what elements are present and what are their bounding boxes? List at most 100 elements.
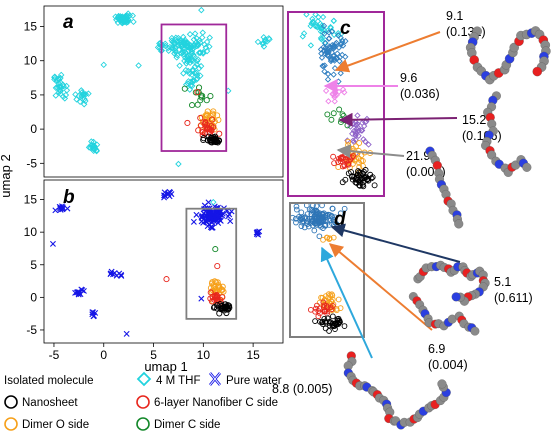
point-dimer-o-side <box>219 283 226 290</box>
molecule-atom <box>522 162 532 172</box>
point-nanosheet <box>222 304 229 311</box>
point-4-m-thf <box>203 38 211 46</box>
legend-marker-dimer-c <box>136 417 150 431</box>
point-4-m-thf-cluster-1 <box>317 34 325 42</box>
point-6-layer-nanofiber-c-side <box>202 118 209 125</box>
point-pure-water <box>337 210 344 217</box>
point-4-m-thf <box>191 41 198 48</box>
molecule-atom <box>451 292 461 302</box>
point-4-m-thf <box>161 40 169 48</box>
point-4-m-thf <box>184 67 192 75</box>
point-pure-water <box>325 211 332 218</box>
point-4-m-thf-cluster-2 <box>328 56 335 63</box>
point-pure-water <box>226 211 233 218</box>
point-4-m-thf-cluster-1 <box>318 36 325 43</box>
point-4-m-thf <box>199 34 206 41</box>
panel-c-label: c <box>340 18 351 39</box>
point-pure-water <box>59 204 66 211</box>
point-4-m-thf-cluster-2 <box>322 39 329 47</box>
point-4-m-thf <box>129 12 136 19</box>
point-4-m-thf-cluster-1 <box>319 34 327 42</box>
point-nanosheet <box>317 318 323 325</box>
point-4-m-thf-cluster-1 <box>319 13 327 21</box>
annotation-sub: (0.036) <box>400 87 440 101</box>
point-6-layer-nanofiber-c-side <box>330 153 337 160</box>
point-6-layer-nanofiber-c-side <box>341 161 348 168</box>
panel-a-zoom-box <box>160 23 228 152</box>
annotation-arrows <box>320 31 461 359</box>
point-4-m-thf-cluster-3 <box>331 98 338 105</box>
point-4-m-thf <box>168 34 176 42</box>
point-4-m-thf <box>123 17 131 24</box>
point-pure-water <box>314 209 321 215</box>
panel-b-y-ticks: -5 0 5 10 15 <box>24 193 44 337</box>
point-4-m-thf <box>90 147 97 155</box>
point-dimer-o-side <box>325 291 332 298</box>
point-4-m-thf-cluster-2 <box>337 41 345 48</box>
point-4-m-thf-cluster-2 <box>325 35 332 42</box>
point-4-m-thf <box>197 39 204 46</box>
point-4-m-thf-cluster-2 <box>318 50 325 57</box>
point-pure-water <box>64 205 71 212</box>
point-4-m-thf-cluster-2 <box>339 51 346 59</box>
point-4-m-thf <box>87 144 94 152</box>
point-pure-water <box>80 287 87 294</box>
x-tick-label: -5 <box>49 348 60 362</box>
point-pure-water <box>111 270 118 276</box>
point-4-m-thf <box>197 49 204 57</box>
panel-b-zoom-box <box>185 207 238 320</box>
point-pure-water <box>312 214 319 220</box>
point-pure-water <box>293 206 300 213</box>
point-4-m-thf-cluster-1 <box>330 17 337 24</box>
point-dimer-c-side <box>324 111 331 118</box>
point-dimer-c-side <box>181 85 188 92</box>
y-tick-label: 10 <box>24 54 38 68</box>
x-tick-label: 10 <box>197 348 211 362</box>
point-nanosheet <box>362 167 369 173</box>
point-dimer-o-side <box>323 297 330 304</box>
point-nanosheet <box>221 301 229 308</box>
point-pure-water <box>49 240 56 247</box>
y-tick-label: -5 <box>26 156 37 170</box>
point-4-m-thf <box>88 138 95 145</box>
point-4-m-thf <box>58 83 65 91</box>
point-4-m-thf <box>181 57 188 65</box>
point-4-m-thf-cluster-2 <box>330 71 337 78</box>
point-pure-water <box>73 289 80 296</box>
point-6-layer-nanofiber-c-side <box>207 295 214 302</box>
point-4-m-thf <box>180 70 187 77</box>
point-4-m-thf <box>165 47 172 54</box>
point-4-m-thf-cluster-3 <box>339 86 347 93</box>
point-4-m-thf-cluster-2 <box>328 28 335 35</box>
point-4-m-thf <box>51 74 58 81</box>
legend-label: 4 M THF <box>156 375 201 387</box>
point-4-m-thf <box>186 30 194 38</box>
point-4-m-thf <box>62 91 70 99</box>
point-6-layer-nanofiber-c-side <box>331 160 338 167</box>
point-pure-water <box>298 223 305 229</box>
point-4-m-thf <box>187 78 195 85</box>
point-dimer-o-side <box>204 108 211 115</box>
point-4-m-thf-cluster-2 <box>324 76 332 83</box>
point-4-m-thf <box>162 42 169 50</box>
point-4-m-thf <box>180 51 187 58</box>
legend-marker-pure-water <box>209 372 221 386</box>
point-dimer-c-side <box>207 93 214 100</box>
point-dimer-c-side <box>194 101 201 108</box>
molecule-atom <box>470 326 480 336</box>
point-dimer-o-side <box>210 112 217 119</box>
annotation-value: 15.2 <box>462 113 486 127</box>
molecule-snapshots <box>343 26 551 430</box>
point-4-m-thf-cluster-2 <box>321 62 328 69</box>
point-4-m-thf <box>85 144 93 151</box>
point-4-m-thf-cluster-4 <box>361 122 368 130</box>
point-pure-water <box>72 289 79 296</box>
y-tick-label: 5 <box>30 258 37 272</box>
point-pure-water <box>289 214 296 221</box>
point-nanosheet <box>359 181 366 188</box>
point-nanosheet <box>329 320 336 327</box>
point-4-m-thf <box>193 76 200 83</box>
point-4-m-thf <box>57 71 65 79</box>
point-4-m-thf <box>181 39 188 47</box>
point-dimer-o-side <box>337 305 344 311</box>
